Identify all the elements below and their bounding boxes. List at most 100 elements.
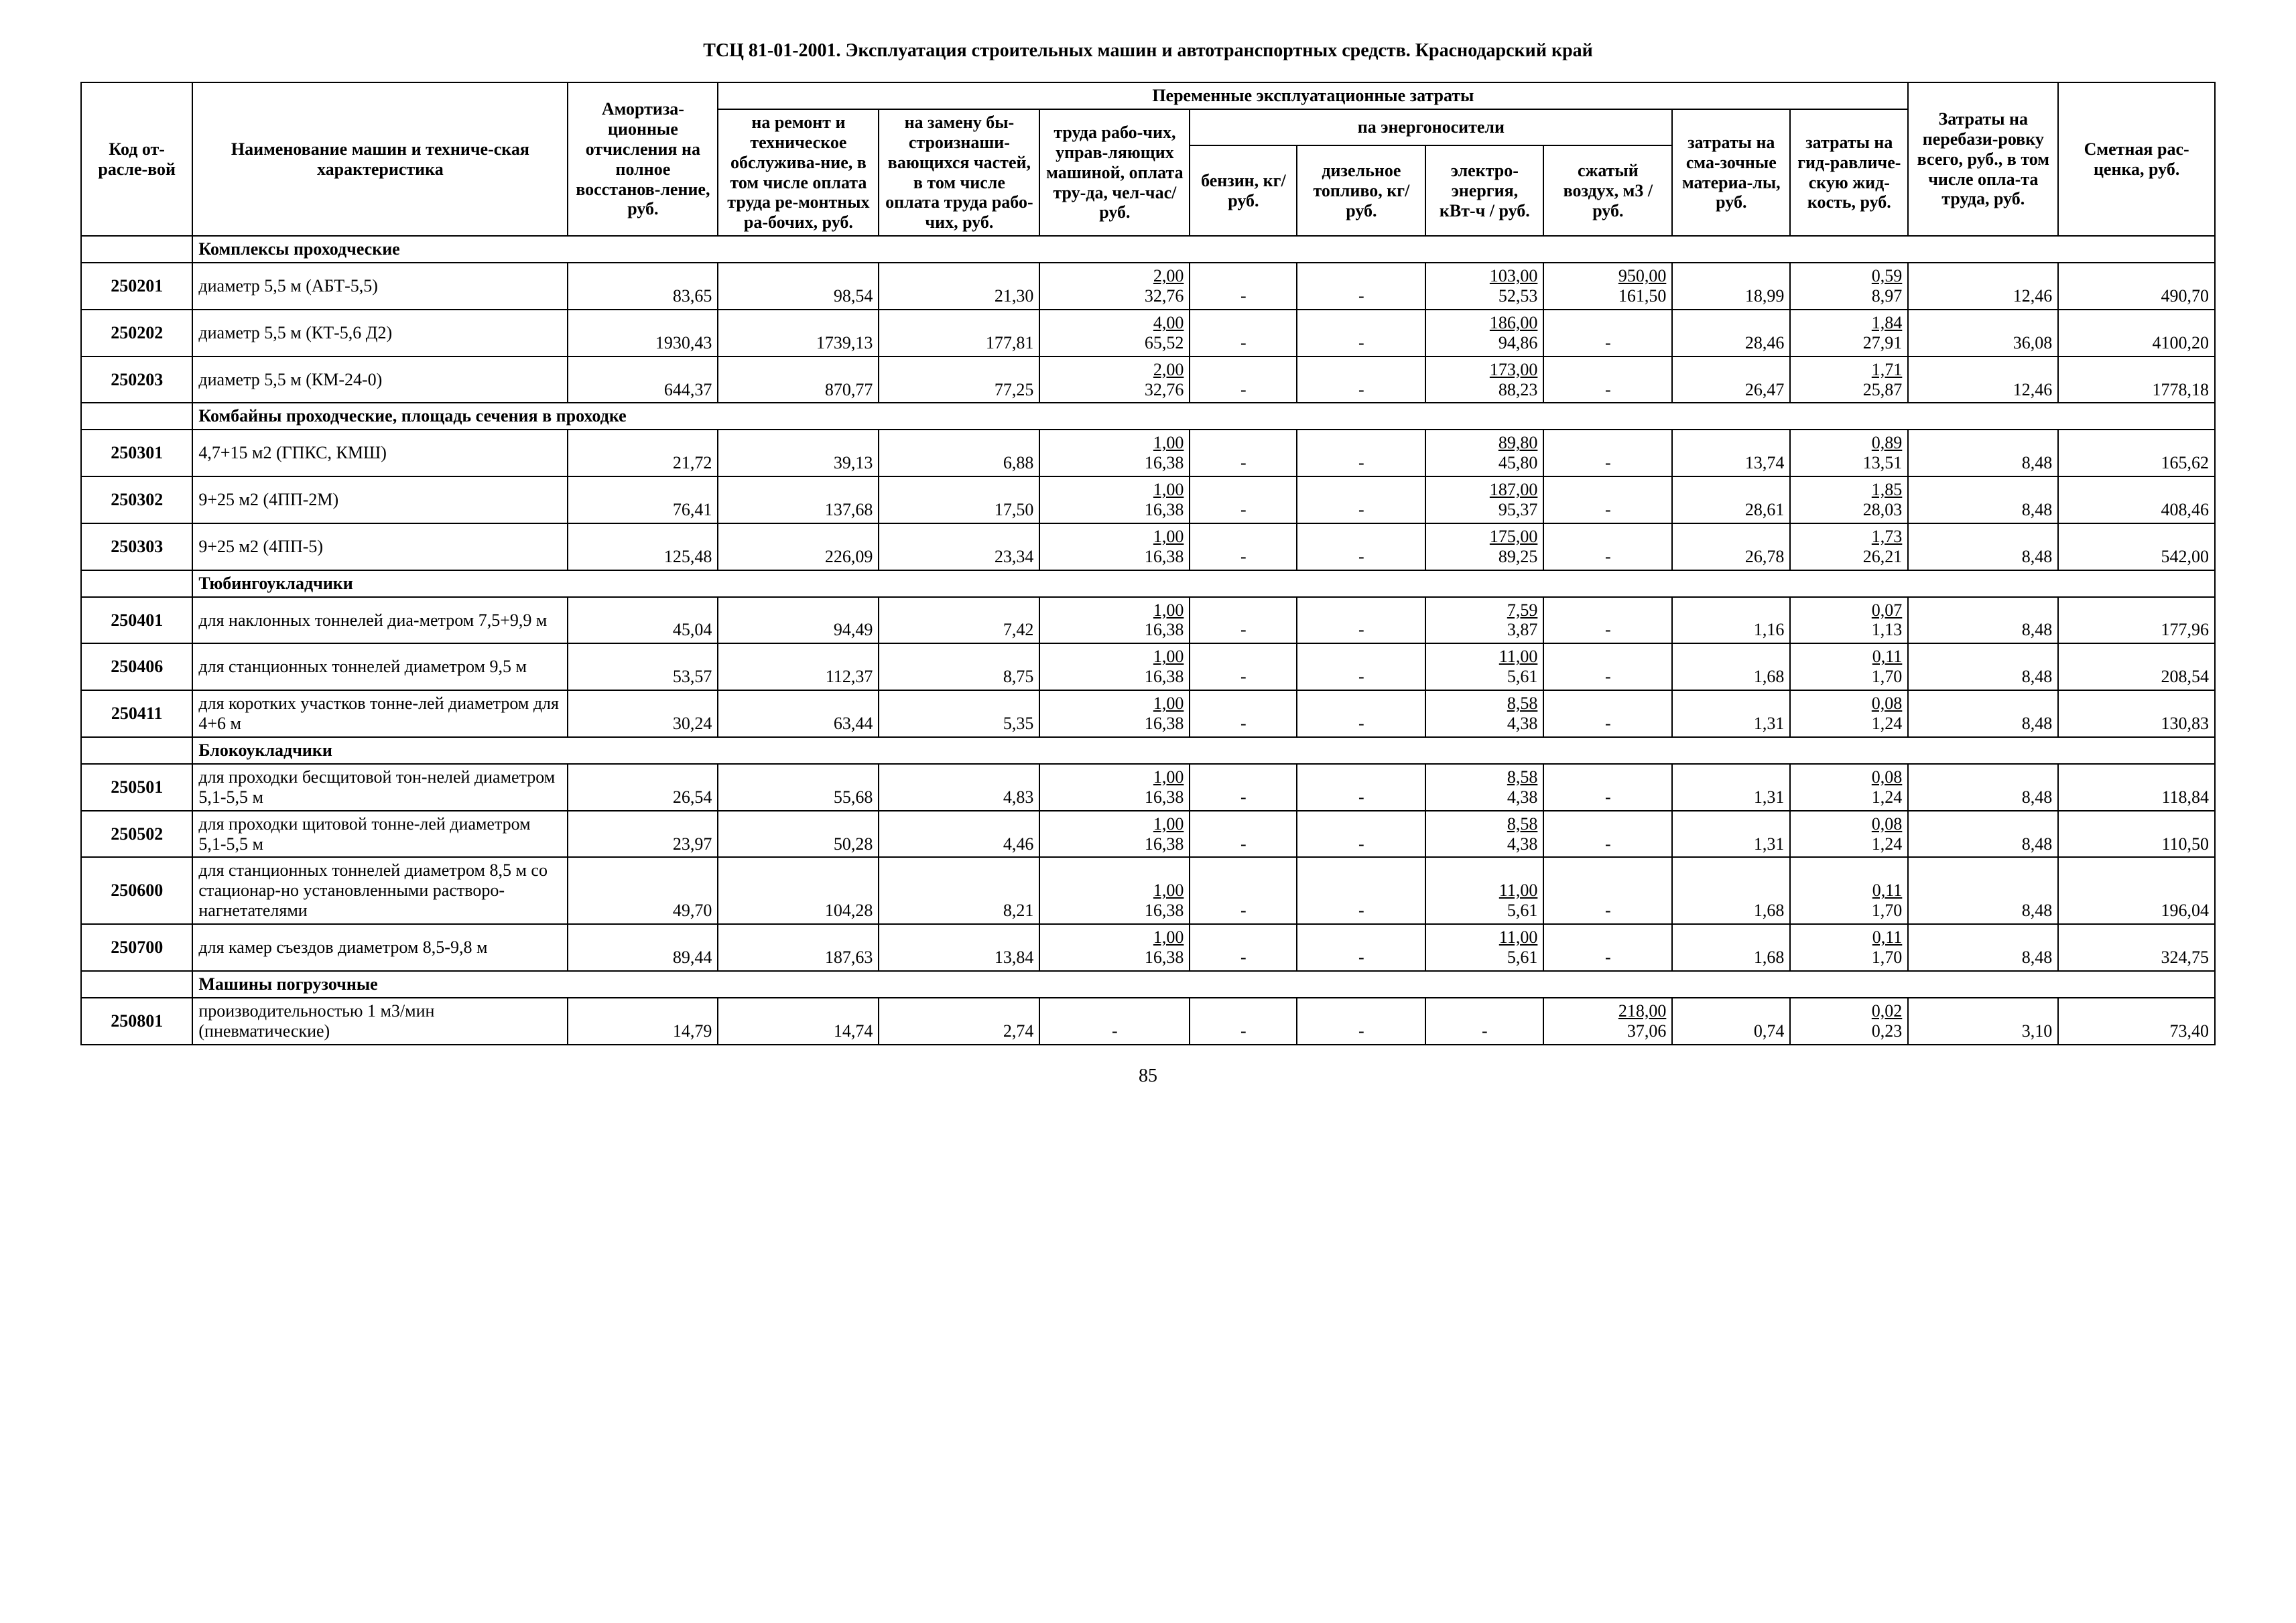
cell-wear: 77,25 (879, 356, 1039, 403)
cell-diesel: - (1297, 523, 1425, 570)
cell-benzin: - (1190, 764, 1297, 811)
cell-elec: 11,005,61 (1425, 643, 1543, 690)
table-row: 250411для коротких участков тонне-лей ди… (81, 690, 2215, 737)
cell-repair: 137,68 (718, 476, 879, 523)
cell-air: - (1543, 597, 1672, 644)
cell-hydr: 0,8913,51 (1790, 430, 1908, 476)
cell-amort: 30,24 (568, 690, 718, 737)
cell-hydr: 0,081,24 (1790, 690, 1908, 737)
cell-air: - (1543, 430, 1672, 476)
cell-benzin: - (1190, 263, 1297, 310)
cell-wear: 6,88 (879, 430, 1039, 476)
cell-diesel: - (1297, 764, 1425, 811)
cell-lubr: 1,31 (1672, 811, 1790, 858)
cell-lubr: 26,78 (1672, 523, 1790, 570)
col-hydr: затраты на гид-равличе-скую жид-кость, р… (1790, 109, 1908, 236)
cell-reloc: 8,48 (1908, 597, 2058, 644)
cell-repair: 14,74 (718, 998, 879, 1045)
cell-wear: 13,84 (879, 924, 1039, 971)
cell-air: 218,0037,06 (1543, 998, 1672, 1045)
cell-labor: 2,0032,76 (1039, 263, 1190, 310)
cell-lubr: 1,31 (1672, 764, 1790, 811)
col-elec: электро-энергия, кВт-ч / руб. (1425, 145, 1543, 236)
cell-lubr: 0,74 (1672, 998, 1790, 1045)
cell-labor: 1,0016,38 (1039, 597, 1190, 644)
col-est: Сметная рас-ценка, руб. (2058, 82, 2215, 236)
cell-diesel: - (1297, 643, 1425, 690)
section-code-cell (81, 570, 192, 597)
cell-amort: 21,72 (568, 430, 718, 476)
cell-amort: 14,79 (568, 998, 718, 1045)
cell-name: для станционных тоннелей диаметром 8,5 м… (192, 857, 568, 924)
section-title: Машины погрузочные (192, 971, 2215, 998)
col-labor: труда рабо-чих, управ-ляющих машиной, оп… (1039, 109, 1190, 236)
cell-reloc: 8,48 (1908, 764, 2058, 811)
cell-wear: 5,35 (879, 690, 1039, 737)
col-wear: на замену бы-строизнаши-вающихся частей,… (879, 109, 1039, 236)
table-row: 2503029+25 м2 (4ПП-2М)76,41137,6817,501,… (81, 476, 2215, 523)
cell-hydr: 0,111,70 (1790, 857, 1908, 924)
cell-reloc: 8,48 (1908, 857, 2058, 924)
section-title: Комплексы проходческие (192, 236, 2215, 263)
cell-benzin: - (1190, 857, 1297, 924)
page-number: 85 (80, 1065, 2216, 1087)
cell-lubr: 13,74 (1672, 430, 1790, 476)
col-amort: Амортиза-ционные отчисления на полное во… (568, 82, 718, 236)
cell-elec: 8,584,38 (1425, 690, 1543, 737)
cell-code: 250201 (81, 263, 192, 310)
cell-diesel: - (1297, 263, 1425, 310)
cell-reloc: 12,46 (1908, 263, 2058, 310)
cell-code: 250401 (81, 597, 192, 644)
cell-elec: - (1425, 998, 1543, 1045)
document-title: ТСЦ 81-01-2001. Эксплуатация строительны… (80, 40, 2216, 62)
cell-code: 250303 (81, 523, 192, 570)
cell-lubr: 1,16 (1672, 597, 1790, 644)
cell-diesel: - (1297, 356, 1425, 403)
col-benzin: бензин, кг/руб. (1190, 145, 1297, 236)
cell-labor: 1,0016,38 (1039, 924, 1190, 971)
section-code-cell (81, 403, 192, 430)
cell-est: 1778,18 (2058, 356, 2215, 403)
cell-code: 250801 (81, 998, 192, 1045)
cell-hydr: 1,7326,21 (1790, 523, 1908, 570)
cell-code: 250411 (81, 690, 192, 737)
cell-est: 165,62 (2058, 430, 2215, 476)
cell-amort: 45,04 (568, 597, 718, 644)
cell-est: 208,54 (2058, 643, 2215, 690)
cell-labor: 1,0016,38 (1039, 857, 1190, 924)
cell-code: 250302 (81, 476, 192, 523)
cell-wear: 23,34 (879, 523, 1039, 570)
cell-name: для наклонных тоннелей диа-метром 7,5+9,… (192, 597, 568, 644)
section-row: Машины погрузочные (81, 971, 2215, 998)
cell-est: 408,46 (2058, 476, 2215, 523)
cell-name: производительностью 1 м3/мин (пневматиче… (192, 998, 568, 1045)
table-body: Комплексы проходческие250201диаметр 5,5 … (81, 236, 2215, 1044)
cell-code: 250501 (81, 764, 192, 811)
cell-labor: 1,0016,38 (1039, 643, 1190, 690)
cell-repair: 63,44 (718, 690, 879, 737)
cell-reloc: 8,48 (1908, 690, 2058, 737)
section-code-cell (81, 236, 192, 263)
cell-repair: 112,37 (718, 643, 879, 690)
cell-air: - (1543, 857, 1672, 924)
section-title: Тюбингоукладчики (192, 570, 2215, 597)
cell-amort: 53,57 (568, 643, 718, 690)
cell-name: для проходки бесщитовой тон-нелей диамет… (192, 764, 568, 811)
cell-elec: 175,0089,25 (1425, 523, 1543, 570)
cell-amort: 76,41 (568, 476, 718, 523)
cell-est: 542,00 (2058, 523, 2215, 570)
table-row: 250502для проходки щитовой тонне-лей диа… (81, 811, 2215, 858)
cell-air: - (1543, 356, 1672, 403)
cell-name: 9+25 м2 (4ПП-2М) (192, 476, 568, 523)
cell-repair: 98,54 (718, 263, 879, 310)
cell-benzin: - (1190, 310, 1297, 356)
cell-amort: 89,44 (568, 924, 718, 971)
cell-wear: 4,46 (879, 811, 1039, 858)
table-row: 250600для станционных тоннелей диаметром… (81, 857, 2215, 924)
cell-diesel: - (1297, 690, 1425, 737)
cell-labor: 1,0016,38 (1039, 690, 1190, 737)
cell-elec: 187,0095,37 (1425, 476, 1543, 523)
cell-code: 250502 (81, 811, 192, 858)
cell-elec: 8,584,38 (1425, 764, 1543, 811)
col-energy: па энергоносители (1190, 109, 1672, 145)
